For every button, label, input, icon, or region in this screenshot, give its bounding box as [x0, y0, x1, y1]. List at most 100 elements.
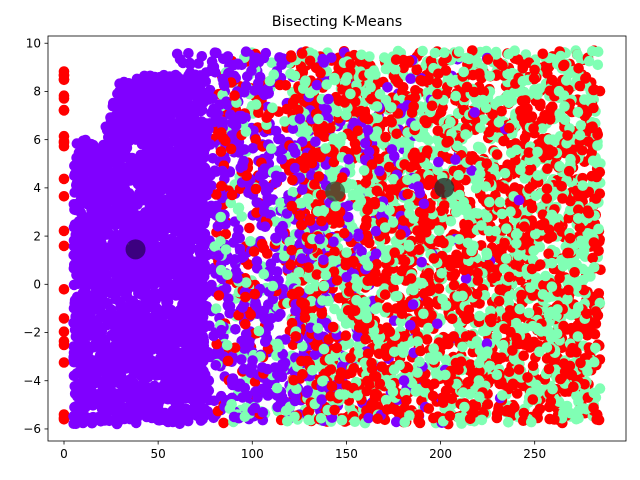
data-point-red	[539, 61, 551, 72]
data-point-mint	[379, 52, 390, 63]
data-point-red	[474, 366, 485, 377]
data-point-purple	[270, 125, 282, 137]
data-point-red	[587, 252, 598, 264]
data-point-red	[593, 245, 604, 257]
data-point-mint	[543, 134, 555, 145]
data-point-red	[220, 228, 232, 240]
data-point-red	[478, 86, 490, 98]
data-point-red	[336, 172, 348, 183]
data-point-mint	[470, 183, 482, 194]
data-point-red	[543, 248, 554, 260]
data-point-red	[435, 205, 447, 217]
data-point-purple	[289, 162, 301, 174]
data-point-red	[422, 145, 433, 156]
data-point-red	[218, 417, 229, 429]
data-point-red	[296, 48, 308, 59]
data-point-red	[58, 313, 70, 324]
data-point-red	[437, 397, 449, 409]
data-point-mint	[406, 377, 418, 389]
data-point-mint	[312, 206, 324, 217]
data-point-mint	[564, 204, 576, 216]
data-point-red	[487, 109, 498, 120]
data-point-red	[411, 64, 423, 76]
data-point-red	[371, 185, 383, 197]
data-point-red	[519, 132, 531, 144]
data-point-red	[58, 225, 70, 237]
data-point-red	[391, 128, 403, 140]
data-point-red	[58, 104, 70, 116]
data-point-mint	[501, 223, 512, 234]
data-point-purple	[236, 354, 247, 365]
data-point-purple	[405, 73, 417, 84]
data-point-purple	[223, 293, 234, 304]
data-point-red	[319, 131, 330, 142]
data-point-purple	[150, 294, 162, 306]
data-point-red	[58, 136, 70, 147]
data-point-mint	[494, 306, 506, 317]
data-point-mint	[373, 302, 384, 313]
data-point-red	[58, 240, 70, 252]
data-point-red	[444, 410, 456, 422]
data-point-red	[323, 334, 335, 345]
data-point-purple	[240, 46, 252, 57]
data-point-purple	[170, 290, 182, 301]
data-point-red	[475, 240, 487, 251]
data-point-mint	[266, 57, 278, 68]
data-point-red	[467, 45, 478, 56]
data-point-red	[496, 352, 508, 364]
data-point-mint	[575, 120, 587, 131]
data-point-purple	[71, 291, 83, 303]
data-point-red	[286, 317, 298, 329]
data-point-purple	[252, 392, 263, 403]
data-point-red	[534, 100, 546, 112]
points-layer	[58, 45, 606, 430]
data-point-mint	[440, 354, 452, 366]
data-point-red	[588, 102, 599, 114]
data-point-mint	[508, 87, 520, 98]
data-point-mint	[233, 202, 245, 214]
data-point-mint	[519, 173, 530, 184]
data-point-mint	[520, 49, 532, 60]
data-point-mint	[210, 303, 222, 315]
data-point-red	[524, 183, 535, 194]
data-point-mint	[268, 69, 280, 80]
data-point-red	[58, 284, 70, 295]
data-point-purple	[231, 231, 243, 242]
data-point-purple	[211, 200, 222, 212]
data-point-mint	[388, 173, 399, 185]
data-point-mint	[419, 386, 431, 398]
data-point-mint	[449, 199, 460, 211]
data-point-red	[559, 386, 571, 398]
data-point-purple	[204, 320, 215, 332]
data-point-purple	[68, 418, 79, 430]
data-point-mint	[423, 322, 434, 334]
data-point-mint	[476, 414, 488, 426]
data-point-red	[376, 361, 388, 373]
data-point-red	[482, 399, 494, 410]
data-point-purple	[185, 59, 196, 70]
data-point-mint	[518, 87, 529, 98]
data-point-purple	[251, 197, 263, 208]
data-point-mint	[389, 64, 401, 75]
data-point-red	[554, 272, 565, 284]
data-point-purple	[207, 153, 219, 164]
data-point-red	[58, 357, 70, 368]
data-point-purple	[287, 123, 299, 134]
chart-title: Bisecting K-Means	[272, 14, 402, 30]
data-point-purple	[254, 170, 266, 182]
data-point-purple	[207, 93, 218, 104]
data-point-red	[511, 388, 523, 399]
data-point-mint	[402, 174, 413, 186]
data-point-red	[58, 412, 70, 424]
data-point-purple	[171, 48, 183, 60]
data-point-mint	[297, 340, 308, 352]
data-point-red	[329, 246, 340, 257]
data-point-red	[593, 288, 605, 299]
data-point-red	[487, 273, 498, 284]
data-point-red	[448, 271, 459, 282]
data-point-red	[383, 161, 395, 173]
data-point-mint	[373, 335, 384, 346]
data-point-purple	[138, 187, 149, 199]
